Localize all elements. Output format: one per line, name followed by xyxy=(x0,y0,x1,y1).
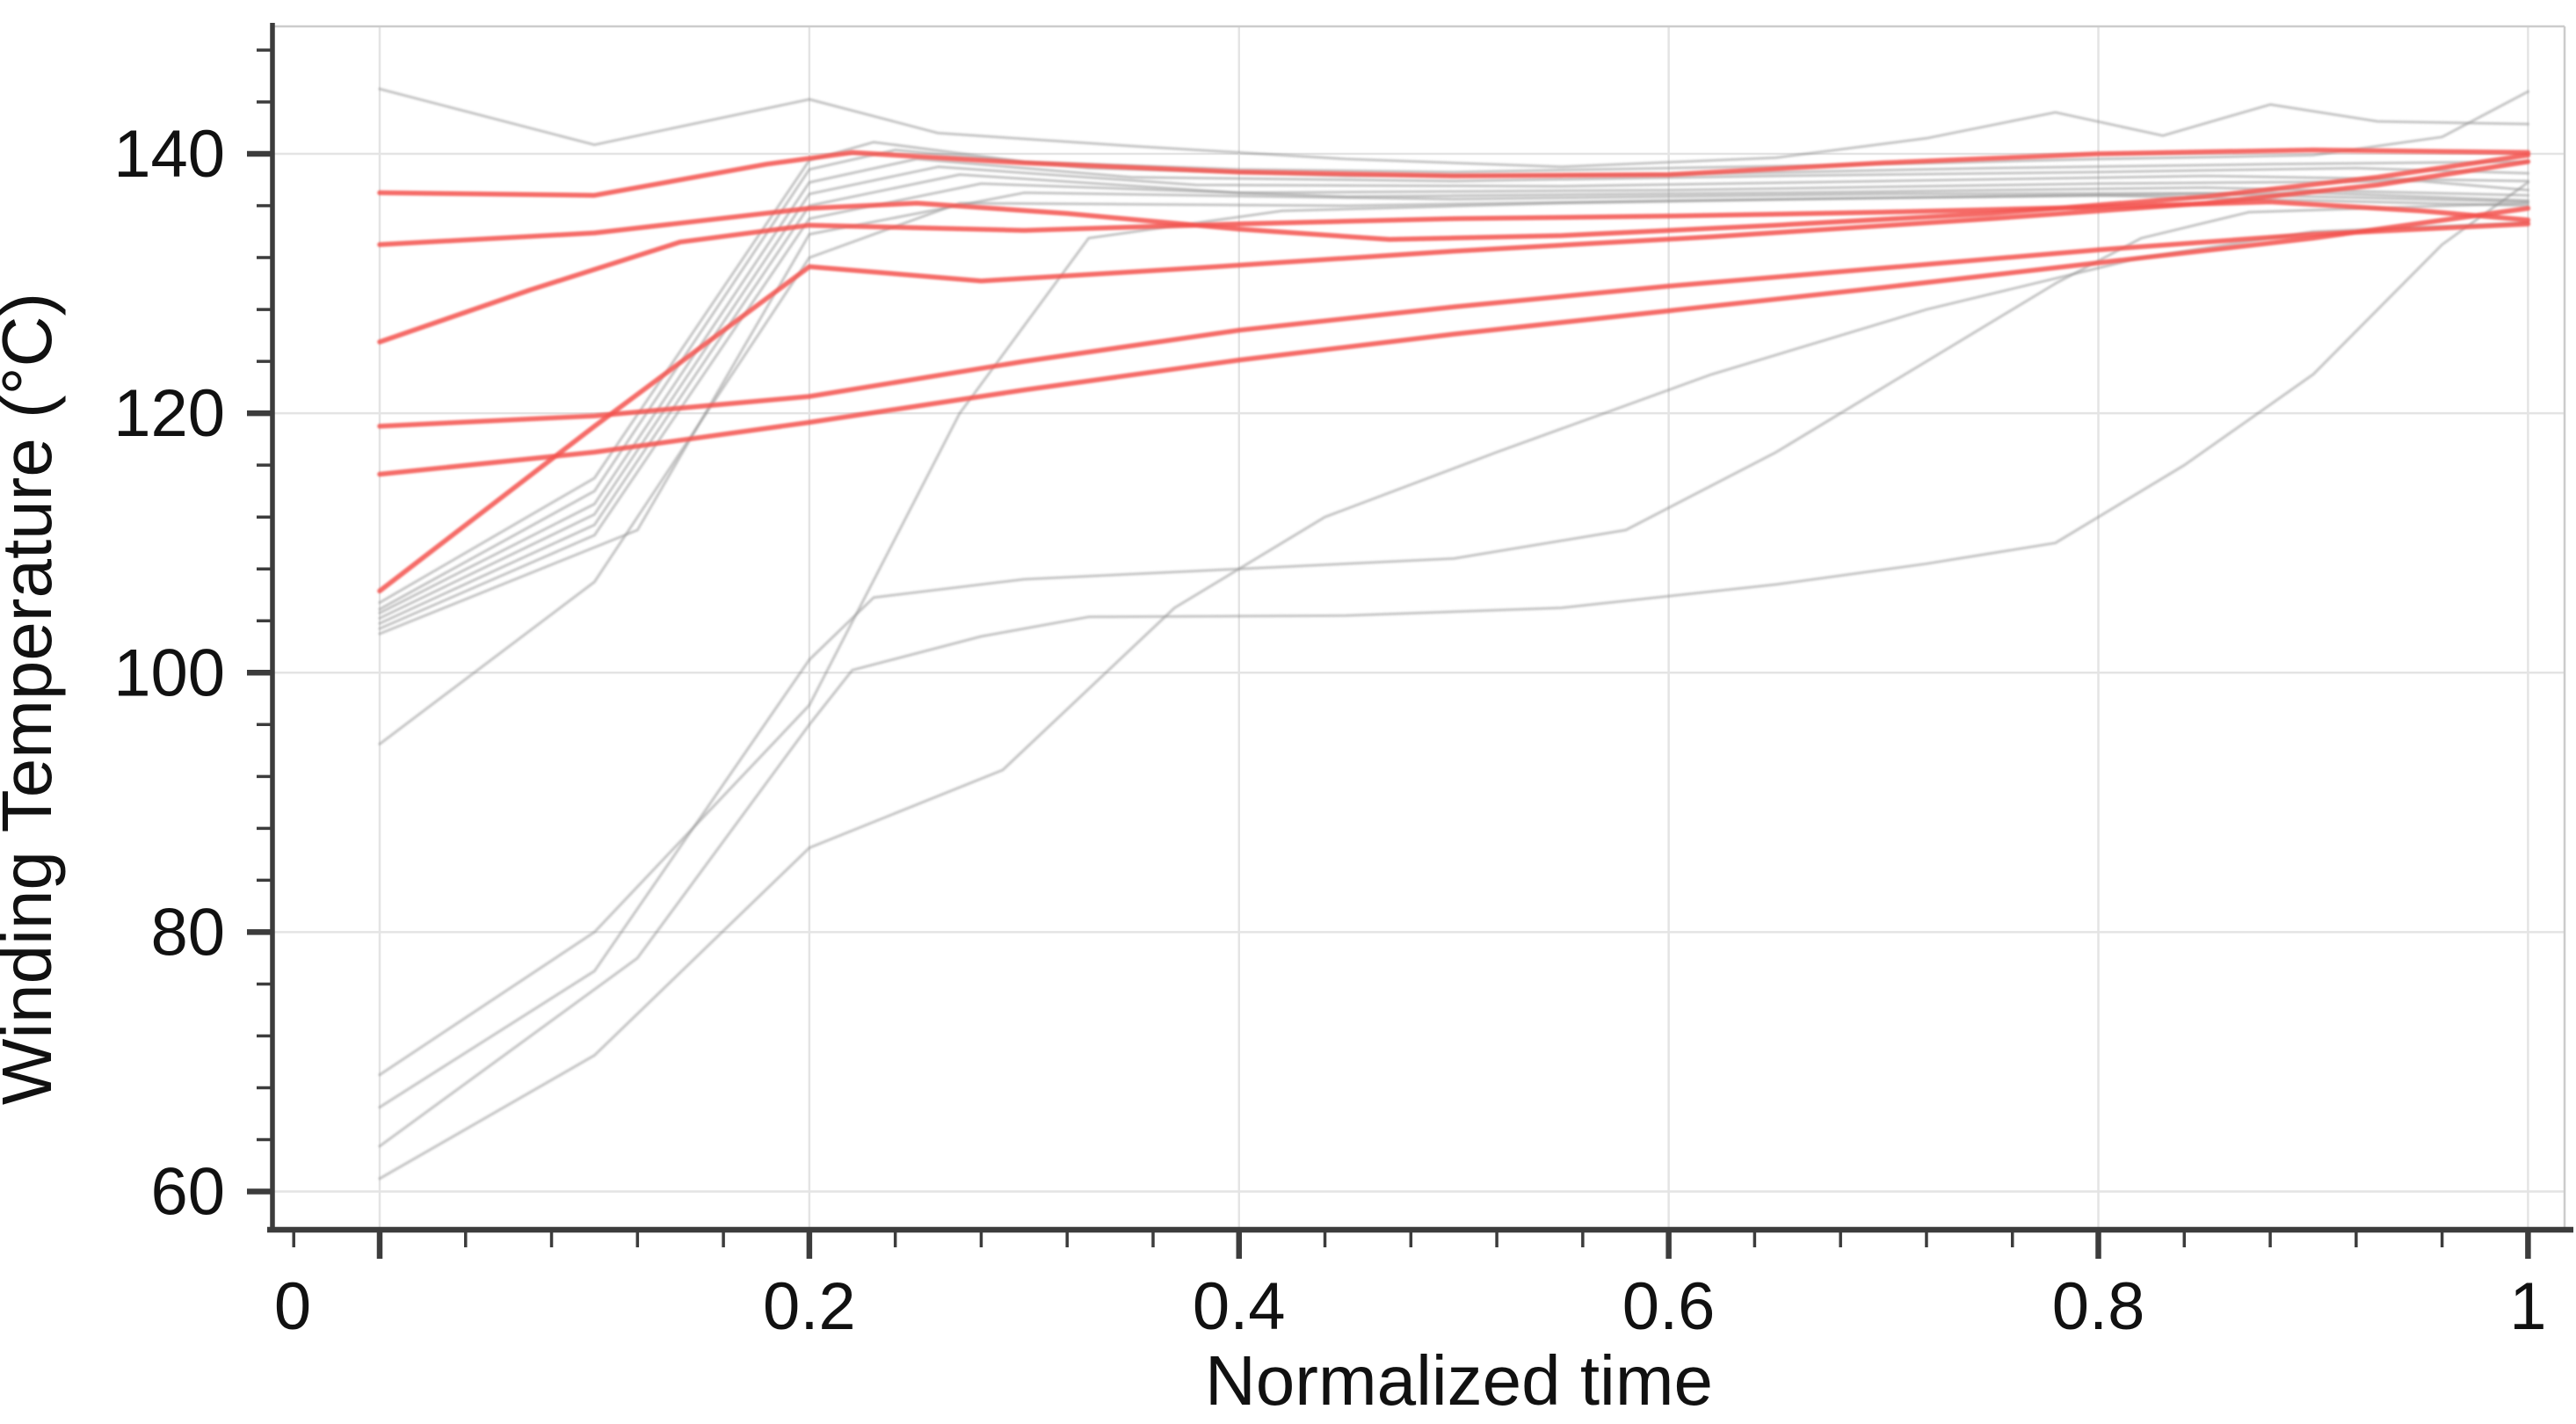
series-highlight-5 xyxy=(377,206,2531,477)
x-axis-label: Normalized time xyxy=(1205,1341,1713,1420)
series-highlight-3 xyxy=(377,199,2531,345)
y-tick-label: 100 xyxy=(113,636,225,710)
x-tick-label: 0.8 xyxy=(2052,1269,2145,1344)
series-unit-13 xyxy=(378,201,2529,1109)
series-unit-10 xyxy=(378,193,2529,1077)
x-tick-label: 1 xyxy=(2509,1269,2546,1344)
y-tick-label: 120 xyxy=(113,376,225,451)
series-unit-4 xyxy=(378,157,2529,614)
tick-label-layer: 60 80 100 120 140 0 0.2 0.4 0.6 0.8 1 xyxy=(113,117,2546,1344)
x-tick-label: 0.2 xyxy=(763,1269,856,1344)
y-axis-label: Winding Temperature (°C) xyxy=(0,293,66,1105)
series-unit-5 xyxy=(378,165,2529,620)
series-highlight-1 xyxy=(377,147,2531,198)
y-tick-label: 140 xyxy=(113,117,225,192)
series-highlight-6 xyxy=(377,159,2531,594)
series-highlight-2 xyxy=(377,152,2531,248)
series-highlight-4 xyxy=(377,221,2531,429)
series-unit-11 xyxy=(378,181,2529,1148)
x-tick-label: 0 xyxy=(274,1269,311,1344)
series-unit-7 xyxy=(378,182,2529,630)
x-tick-label: 0.4 xyxy=(1193,1269,1286,1344)
series-layer xyxy=(377,87,2531,1181)
axis-layer xyxy=(247,23,2573,1259)
series-unit-1 xyxy=(378,87,2529,169)
y-tick-label: 60 xyxy=(150,1155,225,1230)
y-tick-label: 80 xyxy=(150,895,225,970)
x-tick-label: 0.6 xyxy=(1622,1269,1716,1344)
